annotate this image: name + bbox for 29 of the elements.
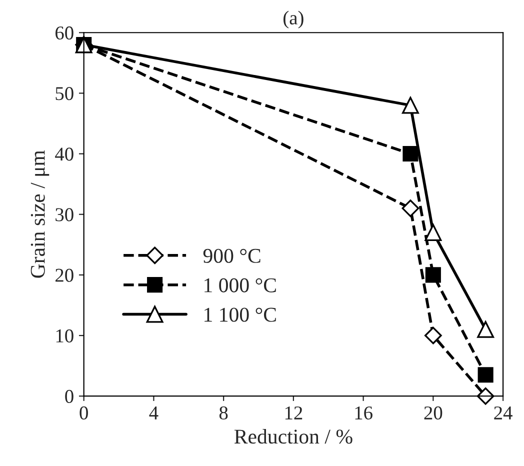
y-axis-title: Grain size / μm — [30, 150, 50, 278]
point — [402, 146, 418, 162]
y-tick-label: 10 — [56, 329, 74, 342]
x-tick-label: 12 — [285, 406, 302, 420]
y-tick-label: 0 — [65, 390, 74, 404]
point — [424, 326, 442, 344]
y-tick-label: 40 — [55, 148, 74, 161]
point — [476, 387, 494, 405]
point — [424, 224, 442, 242]
y-tick-label: 30 — [56, 208, 74, 222]
legend-label: 1 100 °C — [204, 308, 276, 322]
x-tick-label: 16 — [355, 406, 372, 420]
x-tick-label: 0 — [80, 406, 88, 420]
x-tick-label: 20 — [424, 406, 442, 420]
point — [402, 96, 419, 114]
legend-label: 1 000 °C — [204, 278, 276, 292]
y-tick-label: 20 — [56, 268, 74, 282]
x-tick-label: 4 — [149, 406, 158, 420]
x-tick-label: 24 — [494, 406, 512, 420]
chart-title: (a) — [284, 10, 304, 28]
y-tick-label: 60 — [56, 26, 74, 40]
point — [402, 200, 420, 217]
y-tick-label: 50 — [56, 87, 74, 100]
point — [425, 267, 441, 283]
x-tick-label: 8 — [219, 406, 228, 420]
point — [478, 367, 494, 383]
x-axis-title: Reduction / % — [234, 429, 352, 444]
point — [477, 320, 494, 338]
legend-label: 900 °C — [203, 248, 260, 263]
